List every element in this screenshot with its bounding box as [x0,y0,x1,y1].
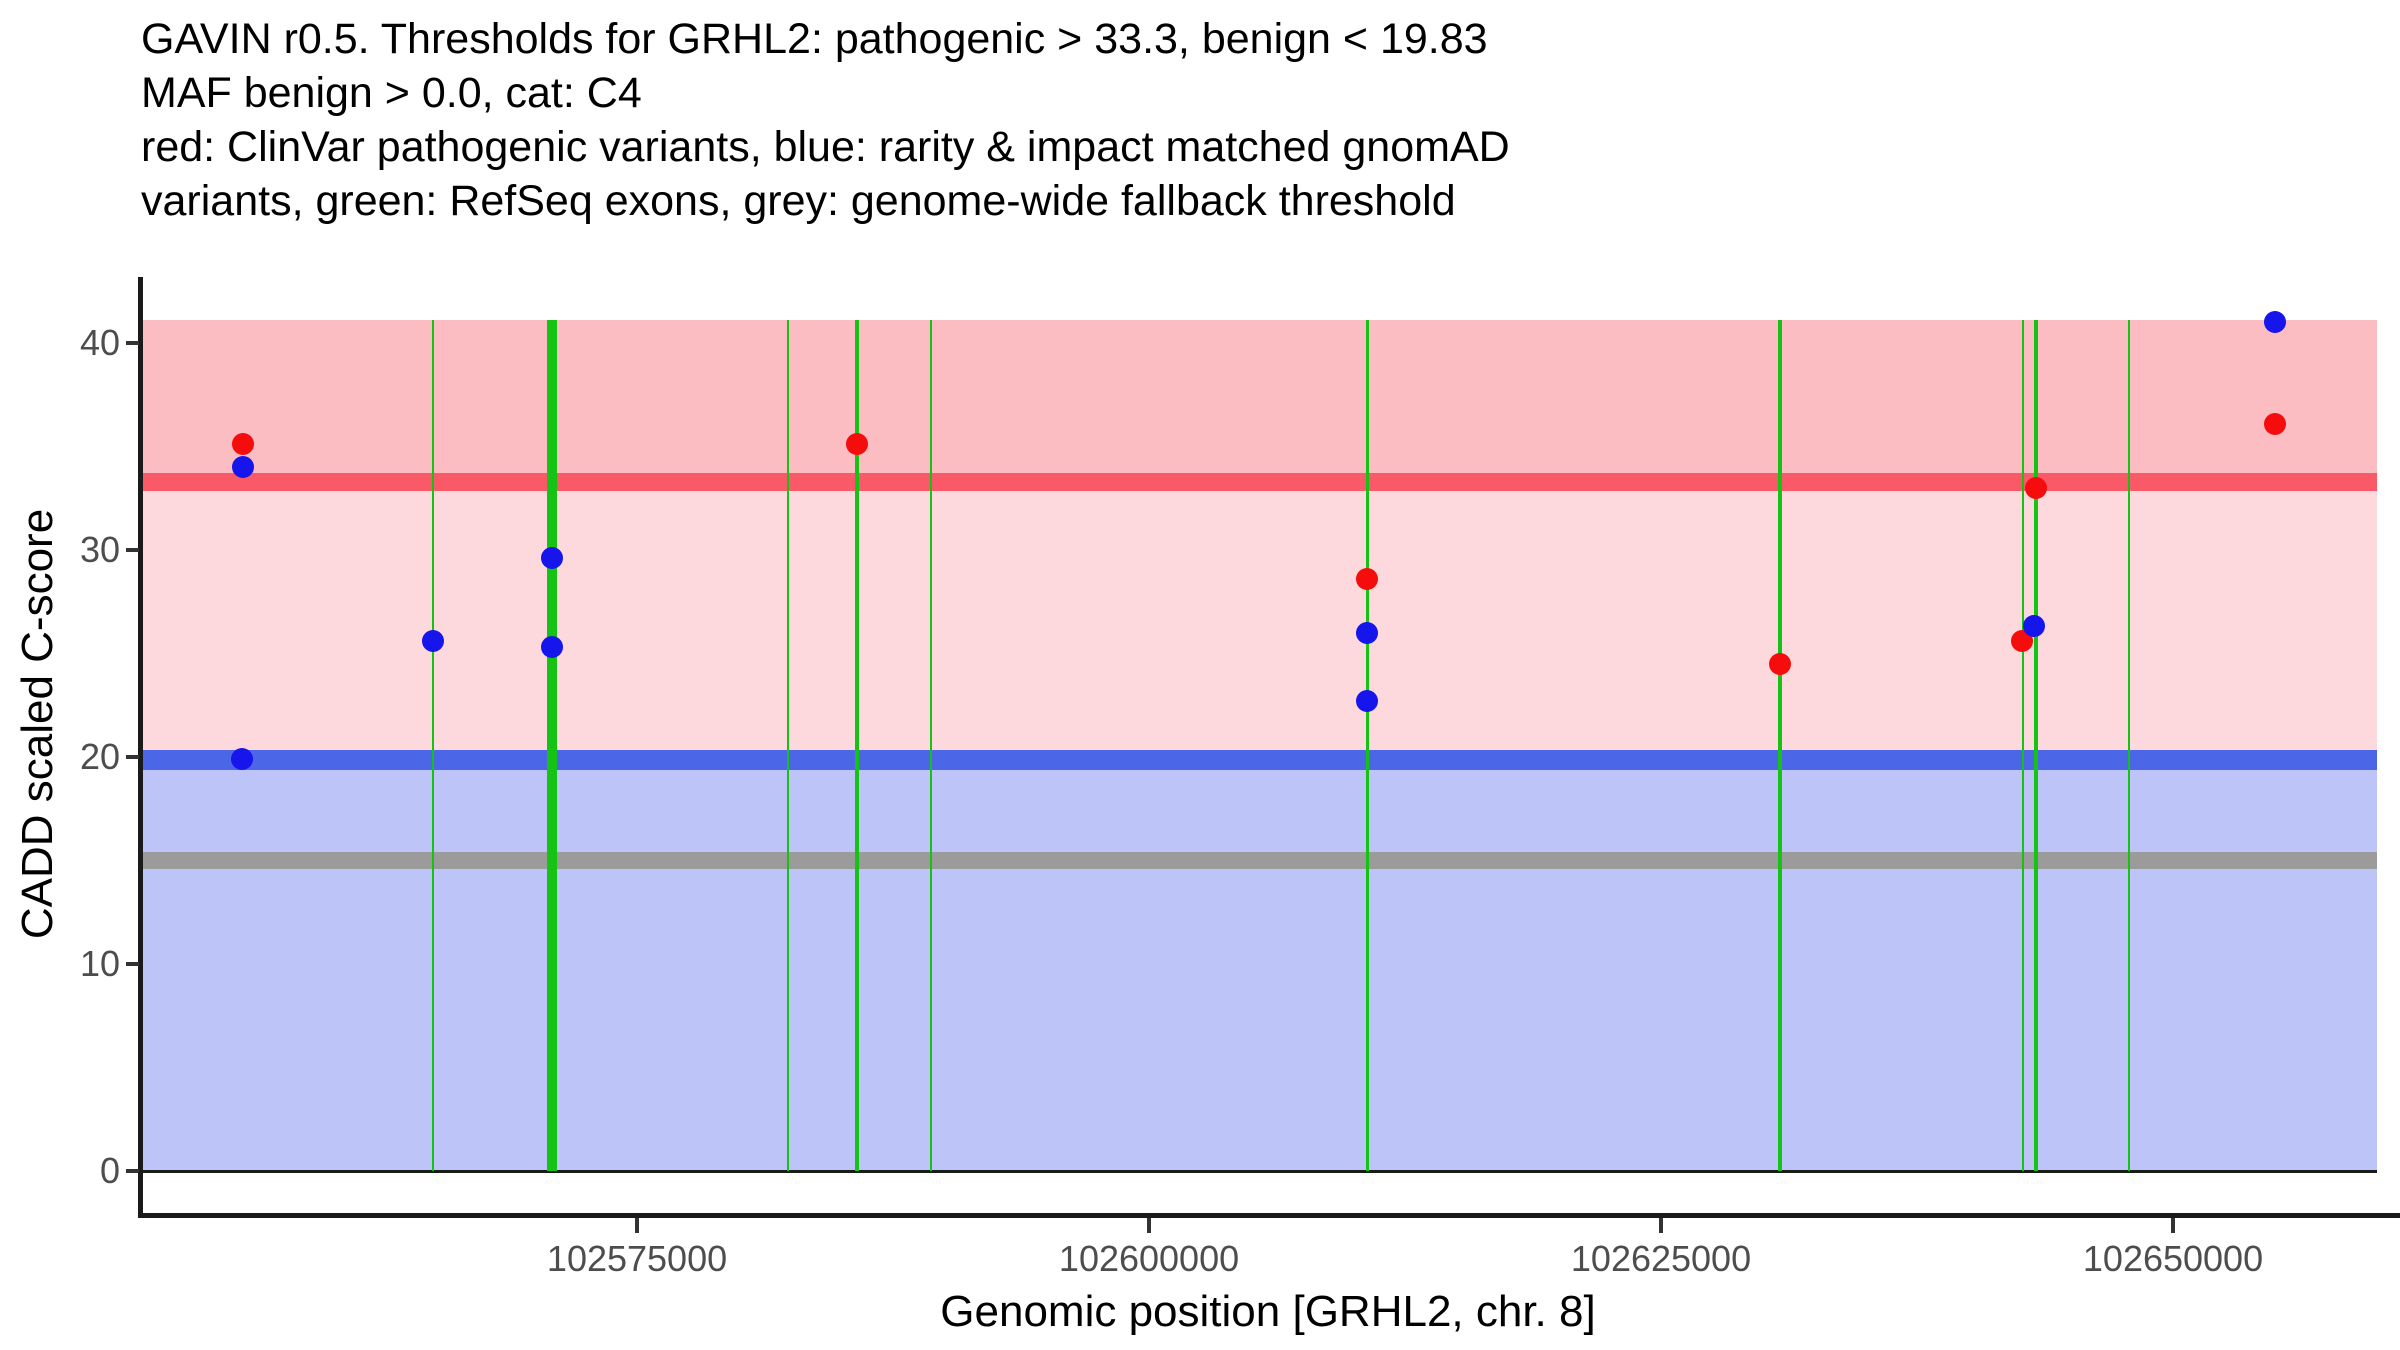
y-tick-label: 10 [79,942,120,984]
fallback-threshold-line [142,851,2377,869]
refseq-exon-line [1778,320,1782,1171]
gnomad-variant-point [232,456,254,479]
x-axis-tick [635,1218,640,1233]
refseq-exon-line [1365,320,1369,1171]
title-line-1: GAVIN r0.5. Thresholds for GRHL2: pathog… [141,15,1488,63]
plot-title: GAVIN r0.5. Thresholds for GRHL2: pathog… [141,12,1510,228]
title-line-3: red: ClinVar pathogenic variants, blue: … [141,123,1510,171]
clinvar-variant-point [2024,476,2047,499]
x-axis-tick [1659,1218,1664,1233]
gnomad-variant-point [1356,689,1379,712]
x-tick-label: 102600000 [1058,1238,1240,1279]
refseq-exon-line [2127,320,2130,1171]
gnomad-variant-point [541,636,564,659]
title-line-2: MAF benign > 0.0, cat: C4 [141,69,642,117]
band-pathogenic-zone [142,320,2377,482]
refseq-exon-line [2021,320,2024,1171]
clinvar-variant-point [232,433,254,456]
y-axis-tick [126,547,139,552]
y-axis-tick [126,961,139,966]
gnomad-variant-point [230,747,253,770]
clinvar-variant-point [1356,567,1379,590]
y-tick-label: 0 [99,1149,120,1191]
y-axis-tick [126,754,139,759]
x-axis-tick [1147,1218,1152,1233]
x-tick-label: 102575000 [546,1238,728,1279]
benign-threshold-line [142,750,2377,771]
clinvar-variant-point [1769,652,1792,675]
gnomad-variant-point [2022,615,2045,638]
y-axis-line [138,277,143,1218]
y-tick-label: 20 [79,735,120,777]
y-tick-label: 40 [79,322,120,363]
zero-baseline [142,1169,2377,1173]
y-axis-tick [126,1168,139,1173]
gnomad-variant-point [422,629,445,652]
y-axis-tick [126,341,139,345]
clinvar-variant-point [2010,629,2033,652]
x-axis-line [138,1213,2400,1218]
refseq-exon-line [432,320,435,1171]
clinvar-variant-point [2264,412,2286,435]
refseq-exon-line [547,320,557,1171]
pathogenic-threshold-line [142,472,2377,491]
gnomad-variant-point [541,547,564,570]
title-line-4: variants, green: RefSeq exons, grey: gen… [141,177,1456,225]
refseq-exon-line [929,320,933,1171]
x-tick-label: 102650000 [2082,1238,2264,1279]
band-vus-zone [142,481,2377,761]
band-benign-zone [142,760,2377,1171]
refseq-exon-line [786,320,789,1171]
refseq-exon-line [2033,320,2039,1171]
gnomad-variant-point [2264,311,2286,334]
x-axis-tick [2171,1218,2176,1233]
y-tick-label: 30 [79,528,120,570]
clinvar-variant-point [845,433,868,456]
refseq-exon-line [855,320,859,1171]
x-tick-label: 102625000 [1570,1238,1752,1279]
gnomad-variant-point [1356,621,1379,644]
